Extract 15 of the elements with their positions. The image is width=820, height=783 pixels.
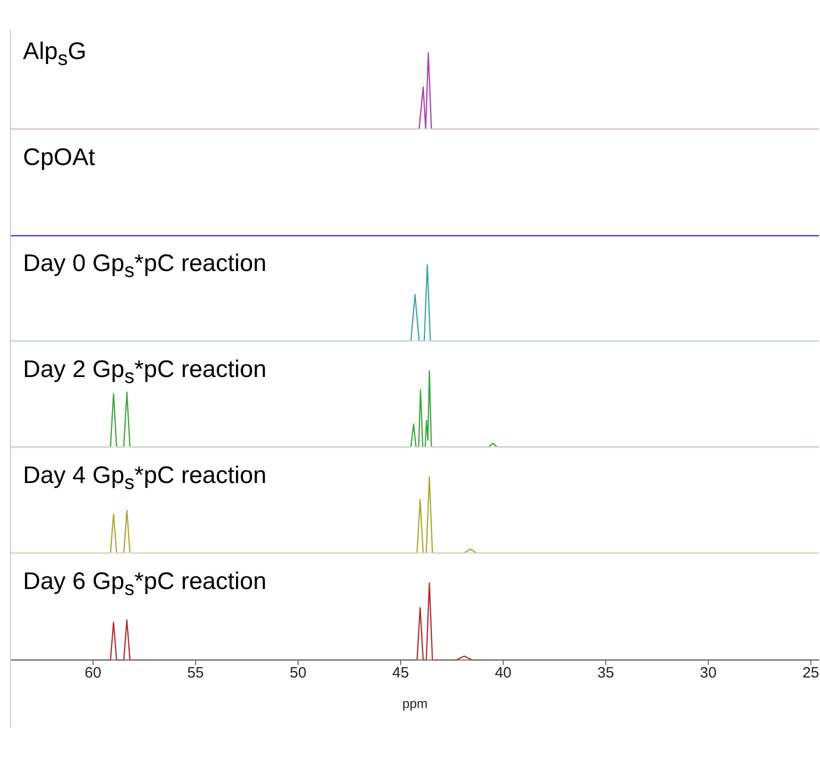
x-axis-title: ppm [402, 696, 428, 711]
x-tick-label: 45 [392, 664, 409, 682]
text: CpOAt [23, 144, 96, 172]
x-tick-label: 60 [84, 664, 102, 682]
text: Day 0 Gp$_{s}$*pC reaction [23, 250, 266, 283]
series-label: Day 6 Gp$_{s}$*pC reaction [23, 568, 266, 601]
x-tick-label: 25 [802, 664, 820, 682]
x-tick-label: 30 [700, 664, 717, 682]
series-label: Day 2 Gp$_{s}$*pC reaction [23, 356, 266, 389]
series-label: Day 4 Gp$_{s}$*pC reaction [23, 462, 266, 495]
text: Alp$_{s}$G [23, 38, 86, 71]
x-tick-label: 35 [597, 664, 614, 682]
x-tick-label: 40 [494, 664, 512, 682]
x-tick-label: 55 [187, 664, 204, 682]
x-tick-label: 50 [290, 664, 306, 682]
